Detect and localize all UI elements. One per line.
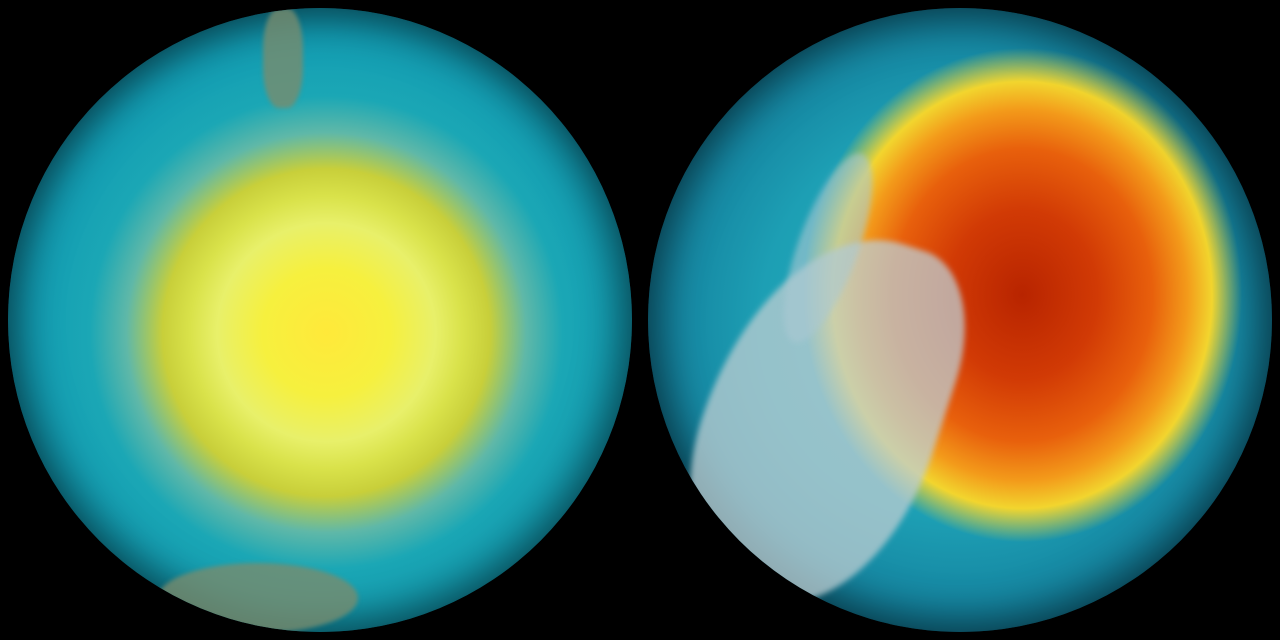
left-globe bbox=[8, 8, 632, 632]
right-globe bbox=[648, 8, 1272, 632]
globe-limb-shading bbox=[8, 8, 632, 632]
continent-top bbox=[263, 8, 303, 108]
globe-limb-shading bbox=[648, 8, 1272, 632]
continent-bottom bbox=[158, 563, 358, 632]
